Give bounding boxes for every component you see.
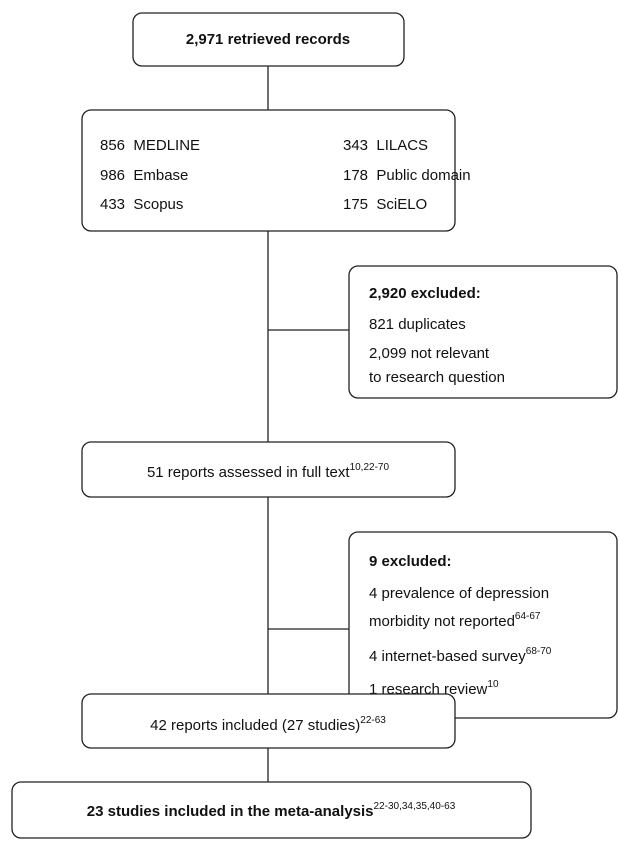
records-label: 2,971 retrieved records	[186, 31, 350, 48]
label: 4 internet-based survey	[369, 648, 526, 665]
full-text-box	[81, 441, 456, 498]
exclusion-title: 2,920 excluded:	[369, 285, 481, 302]
exclusion-line: to research question	[369, 369, 505, 386]
source: 986 Embase	[100, 167, 188, 184]
exclusion-box	[348, 265, 618, 399]
exclusion-line: 4 prevalence of depression	[369, 585, 549, 602]
included-label: 42 reports included (27 studies)22-63	[150, 715, 386, 734]
source: 343 LILACS	[343, 137, 428, 154]
exclusion-line: 821 duplicates	[369, 316, 466, 333]
included-box	[81, 693, 456, 749]
source: 433 Scopus	[100, 196, 183, 213]
label: morbidity not reported	[369, 613, 515, 630]
exclusion-line: 4 internet-based survey68-70	[369, 646, 552, 665]
meta-analysis-box	[11, 781, 532, 839]
references: 64-67	[515, 611, 541, 622]
sources-box	[81, 109, 456, 232]
exclusion-box	[348, 531, 618, 719]
exclusion-line: 2,099 not relevant	[369, 345, 490, 362]
exclusion-title: 9 excluded:	[369, 553, 452, 570]
label: 23 studies included in the meta-analysis	[87, 803, 374, 820]
label: 42 reports included (27 studies)	[150, 717, 360, 734]
references: 22-30,34,35,40-63	[374, 801, 456, 812]
references: 10	[487, 679, 499, 690]
references: 10,22-70	[350, 462, 390, 473]
records-box	[132, 12, 405, 67]
source: 856 MEDLINE	[100, 137, 200, 154]
references: 68-70	[526, 646, 552, 657]
source: 178 Public domain	[343, 167, 471, 184]
full-text-label: 51 reports assessed in full text10,22-70	[147, 462, 390, 481]
references: 22-63	[360, 715, 386, 726]
exclusion-line: morbidity not reported64-67	[369, 611, 541, 630]
meta-analysis-label: 23 studies included in the meta-analysis…	[87, 801, 456, 820]
source: 175 SciELO	[343, 196, 427, 213]
label: 51 reports assessed in full text	[147, 464, 350, 481]
